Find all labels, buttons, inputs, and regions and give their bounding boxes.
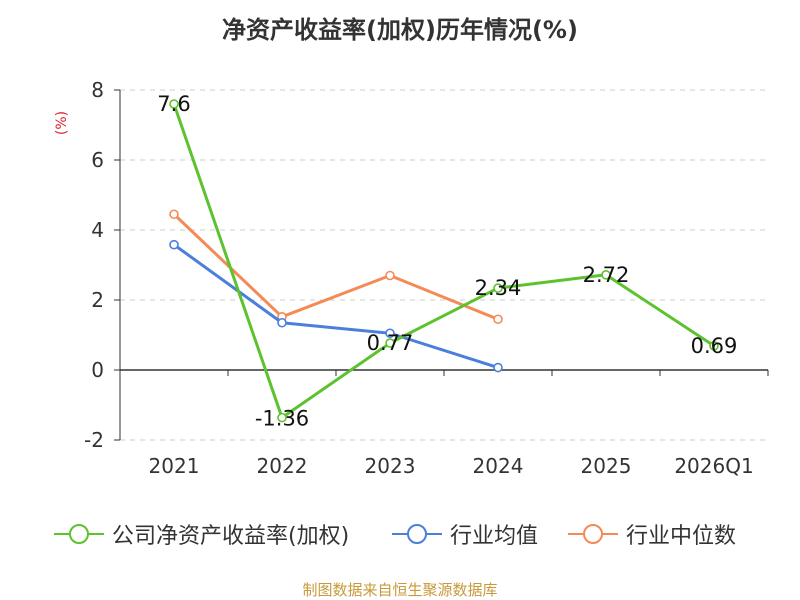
- data-point-0: [169, 99, 179, 109]
- chart-legend: 公司净资产收益率(加权) 行业均值 行业中位数: [0, 518, 800, 558]
- x-tick-label: 2025: [581, 454, 632, 478]
- data-label: 7.6: [157, 92, 190, 116]
- legend-item-company[interactable]: 公司净资产收益率(加权): [54, 518, 349, 550]
- series-line-1: [173, 243, 499, 369]
- series-line-0: [172, 103, 715, 420]
- legend-item-industry-mean[interactable]: 行业均值: [392, 518, 538, 550]
- series-line-2: [172, 213, 499, 321]
- data-point-1: [385, 328, 395, 339]
- data-point-0: [277, 412, 287, 423]
- data-point-1: [493, 362, 503, 373]
- x-tick-label: 2021: [149, 454, 200, 478]
- y-tick-label: -2: [84, 428, 104, 452]
- legend-label-industry-median: 行业中位数: [626, 524, 737, 549]
- data-point-2: [385, 270, 395, 281]
- data-label: 0.69: [691, 334, 738, 358]
- legend-swatch-industry-mean: [392, 524, 442, 544]
- data-label: 0.77: [367, 331, 414, 355]
- data-point-2: [493, 314, 503, 325]
- data-point-0: [385, 338, 395, 348]
- data-point-0: [493, 283, 503, 293]
- y-tick-label: 0: [91, 358, 104, 382]
- legend-label-industry-mean: 行业均值: [450, 524, 539, 549]
- data-point-0: [709, 341, 719, 351]
- data-point-0: [601, 269, 611, 280]
- legend-label-company: 公司净资产收益率(加权): [112, 524, 350, 549]
- data-label: -1.36: [255, 407, 309, 431]
- legend-swatch-industry-median: [568, 524, 618, 544]
- x-tick-label: 2024: [473, 454, 524, 478]
- data-point-2: [169, 209, 179, 220]
- data-point-1: [277, 317, 287, 328]
- y-tick-label: 4: [91, 218, 104, 242]
- x-tick-label: 2026Q1: [674, 454, 753, 478]
- y-tick-label: 2: [91, 288, 104, 312]
- legend-swatch-company: [54, 524, 104, 544]
- y-tick-label: 6: [91, 148, 104, 172]
- chart-title: 净资产收益率(加权)历年情况(%): [222, 16, 578, 44]
- y-tick-label: 8: [91, 78, 104, 102]
- data-source-note: 制图数据来自恒生聚源数据库: [302, 581, 498, 599]
- data-label: 2.72: [583, 263, 630, 287]
- data-point-1: [169, 239, 179, 250]
- legend-item-industry-median[interactable]: 行业中位数: [568, 518, 736, 550]
- x-tick-label: 2022: [257, 454, 308, 478]
- x-tick-label: 2023: [365, 454, 416, 478]
- data-label: 2.34: [475, 276, 522, 300]
